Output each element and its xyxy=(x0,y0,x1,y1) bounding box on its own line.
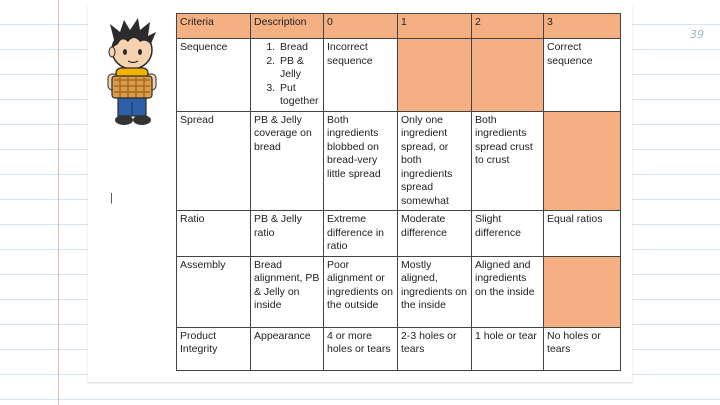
table-row: Product Integrity Appearance 4 or more h… xyxy=(176,326,621,371)
score-3-cell: No holes or tears xyxy=(543,326,621,371)
score-3-cell xyxy=(543,255,621,328)
description-list: Bread PB & Jelly Put together xyxy=(254,41,320,109)
score-2-cell: 1 hole or tear xyxy=(471,326,544,371)
table-row: Spread PB & Jelly coverage on bread Both… xyxy=(176,110,621,211)
score-0-cell: Extreme difference in ratio xyxy=(323,210,398,257)
notebook-margin-line xyxy=(58,0,59,405)
score-3-cell xyxy=(543,110,621,211)
score-0-cell: Both ingredients blobbed on bread-very l… xyxy=(323,110,398,211)
boy-holding-sandwich-basket-icon xyxy=(107,18,157,125)
score-0-cell: Poor alignment or ingredients on the out… xyxy=(323,255,398,328)
table-row: Sequence Bread PB & Jelly Put together I… xyxy=(176,38,621,112)
score-2-cell xyxy=(471,38,544,112)
header-description: Description xyxy=(250,13,324,39)
page-number: 39 xyxy=(690,28,704,41)
score-1-cell: Moderate difference xyxy=(397,210,472,257)
score-3-cell: Equal ratios xyxy=(543,210,621,257)
score-2-cell: Aligned and ingredients on the inside xyxy=(471,255,544,328)
header-row: Criteria Description 0 1 2 3 xyxy=(176,13,621,39)
list-item: PB & Jelly xyxy=(278,55,320,82)
criteria-cell: Sequence xyxy=(176,38,251,112)
score-1-cell xyxy=(397,38,472,112)
score-1-cell: Only one ingredient spread, or both ingr… xyxy=(397,110,472,211)
description-cell: PB & Jelly ratio xyxy=(250,210,324,257)
header-criteria: Criteria xyxy=(176,13,251,39)
description-cell: Appearance xyxy=(250,326,324,371)
score-2-cell: Slight difference xyxy=(471,210,544,257)
table-row: Ratio PB & Jelly ratio Extreme differenc… xyxy=(176,210,621,257)
score-0-cell: Incorrect sequence xyxy=(323,38,398,112)
header-score-0: 0 xyxy=(323,13,398,39)
header-score-3: 3 xyxy=(543,13,621,39)
score-0-cell: 4 or more holes or tears xyxy=(323,326,398,371)
rubric-table: Criteria Description 0 1 2 3 Sequence Br… xyxy=(176,13,621,371)
criteria-cell: Assembly xyxy=(176,255,251,328)
criteria-cell: Spread xyxy=(176,110,251,211)
list-item: Put together xyxy=(278,82,320,109)
score-1-cell: Mostly aligned, ingredients on the insid… xyxy=(397,255,472,328)
stray-mark: | xyxy=(110,192,113,204)
table-row: Assembly Bread alignment, PB & Jelly on … xyxy=(176,255,621,328)
score-1-cell: 2-3 holes or tears xyxy=(397,326,472,371)
header-score-1: 1 xyxy=(397,13,472,39)
description-cell: Bread PB & Jelly Put together xyxy=(250,38,324,112)
criteria-cell: Product Integrity xyxy=(176,326,251,371)
description-cell: Bread alignment, PB & Jelly on inside xyxy=(250,255,324,328)
description-cell: PB & Jelly coverage on bread xyxy=(250,110,324,211)
list-item: Bread xyxy=(278,41,320,55)
score-3-cell: Correct sequence xyxy=(543,38,621,112)
score-2-cell: Both ingredients spread crust to crust xyxy=(471,110,544,211)
criteria-cell: Ratio xyxy=(176,210,251,257)
header-score-2: 2 xyxy=(471,13,544,39)
